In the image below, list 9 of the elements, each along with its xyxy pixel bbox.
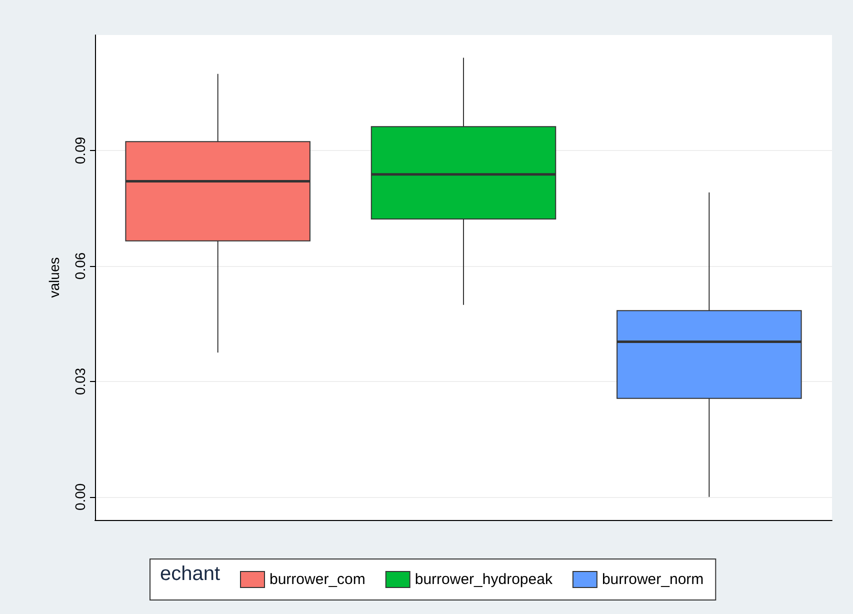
- y-tick-label: 0.09: [72, 136, 88, 164]
- legend-label: burrower_hydropeak: [414, 571, 553, 588]
- y-tick-label: 0.00: [72, 483, 88, 511]
- y-tick-label: 0.06: [72, 252, 88, 280]
- y-tick-label: 0.03: [72, 368, 88, 396]
- legend-label: burrower_norm: [602, 571, 704, 588]
- y-axis-title: values: [46, 257, 62, 298]
- legend-title: echant: [160, 563, 220, 585]
- legend-label: burrower_com: [270, 571, 366, 588]
